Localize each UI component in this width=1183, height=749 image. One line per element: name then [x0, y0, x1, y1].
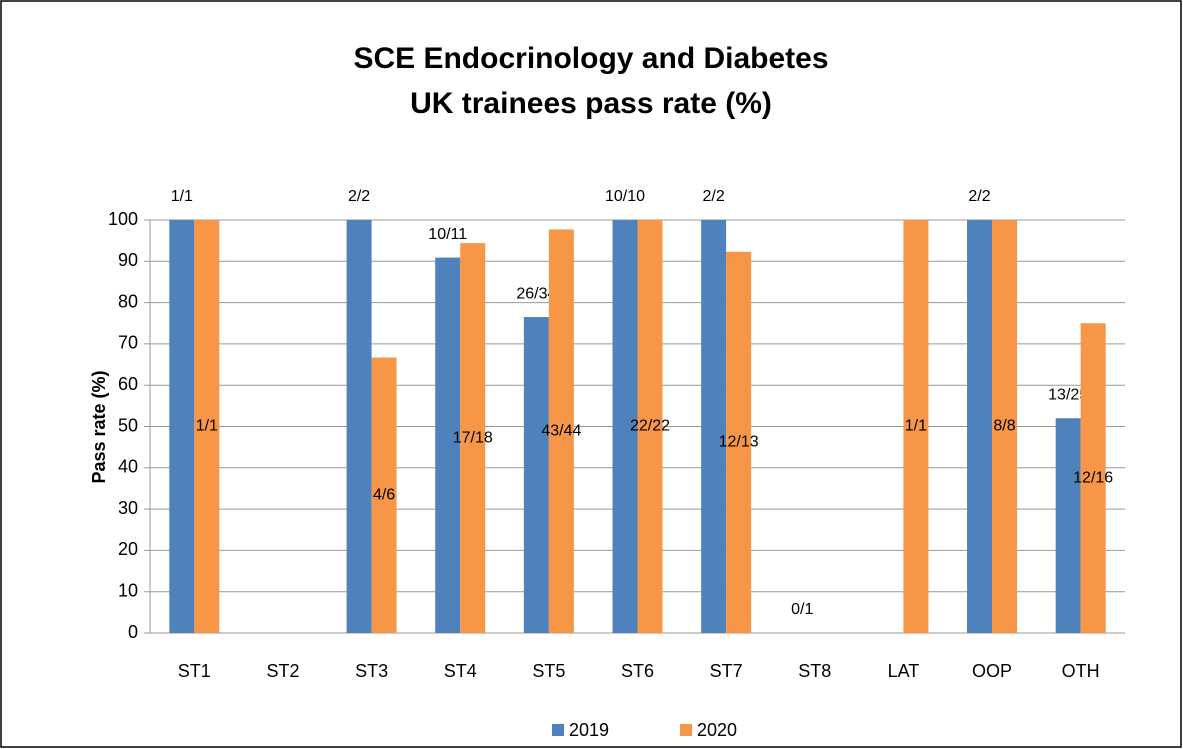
bar — [523, 317, 549, 633]
bar — [460, 243, 486, 634]
y-tick-label: 0 — [128, 622, 138, 642]
x-tick-label: ST7 — [710, 661, 743, 681]
data-label: 10/10 — [605, 188, 645, 205]
bar — [637, 220, 663, 633]
data-label: 2/2 — [703, 188, 725, 205]
bar — [1080, 323, 1106, 633]
y-tick-label: 100 — [108, 209, 138, 229]
data-label: 2/2 — [968, 188, 990, 205]
bar — [194, 220, 220, 633]
x-tick-label: ST3 — [355, 661, 388, 681]
data-label: 12/16 — [1073, 469, 1113, 486]
bar — [371, 357, 397, 633]
data-label: 2/2 — [348, 188, 370, 205]
bar — [726, 251, 752, 633]
chart-subtitle: UK trainees pass rate (%) — [410, 87, 772, 120]
bar — [548, 229, 574, 633]
data-label: 0/1 — [791, 601, 813, 618]
x-tick-label: ST1 — [178, 661, 211, 681]
x-tick-label: OTH — [1062, 661, 1100, 681]
data-label: 8/8 — [993, 418, 1015, 435]
legend-label: 2020 — [697, 720, 737, 740]
y-axis-label: Pass rate (%) — [89, 370, 109, 483]
y-tick-label: 70 — [118, 333, 138, 353]
x-tick-label: LAT — [888, 661, 920, 681]
y-tick-label: 10 — [118, 580, 138, 600]
bar — [1055, 418, 1081, 633]
y-tick-label: 30 — [118, 498, 138, 518]
x-tick-label: ST6 — [621, 661, 654, 681]
y-tick-label: 60 — [118, 374, 138, 394]
bar — [701, 220, 727, 633]
bar — [903, 220, 929, 633]
x-tick-label: OOP — [972, 661, 1012, 681]
data-label: 26/34 — [516, 285, 556, 302]
legend-label: 2019 — [569, 720, 609, 740]
y-tick-label: 50 — [118, 415, 138, 435]
legend-swatch — [680, 724, 692, 736]
x-tick-label: ST8 — [798, 661, 831, 681]
data-label: 12/13 — [719, 434, 759, 451]
legend-swatch — [552, 724, 564, 736]
bar — [346, 220, 372, 633]
data-label: 1/1 — [196, 418, 218, 435]
data-label: 10/11 — [428, 226, 467, 243]
data-label: 1/1 — [905, 418, 927, 435]
data-label: 22/22 — [630, 418, 670, 435]
x-tick-label: ST2 — [266, 661, 299, 681]
y-tick-label: 80 — [118, 291, 138, 311]
data-label: 4/6 — [373, 486, 395, 503]
data-label: 43/44 — [541, 422, 581, 439]
x-tick-label: ST5 — [532, 661, 565, 681]
data-label: 17/18 — [453, 429, 493, 446]
bar — [967, 220, 993, 633]
bar — [612, 220, 638, 633]
data-label: 1/1 — [171, 188, 193, 205]
bar — [435, 257, 461, 633]
y-tick-label: 40 — [118, 457, 138, 477]
x-tick-label: ST4 — [444, 661, 477, 681]
y-tick-label: 90 — [118, 250, 138, 270]
y-tick-label: 20 — [118, 539, 138, 559]
bar — [992, 220, 1018, 633]
chart-title: SCE Endocrinology and Diabetes — [353, 42, 828, 75]
data-label: 13/25 — [1048, 386, 1088, 403]
bar — [169, 220, 195, 633]
